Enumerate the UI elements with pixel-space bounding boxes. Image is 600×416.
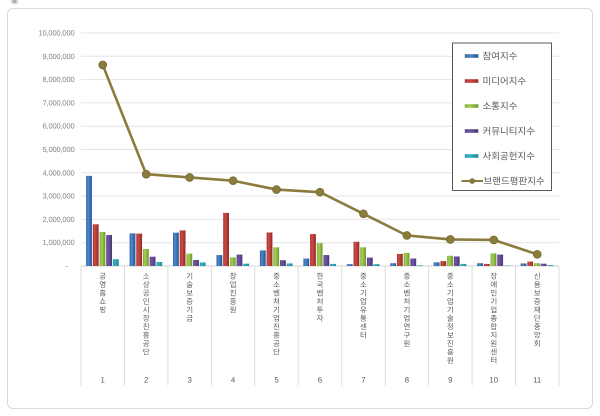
- svg-text:4,000,000: 4,000,000: [42, 168, 74, 177]
- svg-text:1,000,000: 1,000,000: [42, 238, 74, 247]
- svg-text:7,000,000: 7,000,000: [42, 98, 74, 107]
- svg-text:10: 10: [489, 376, 498, 385]
- svg-text:6,000,000: 6,000,000: [42, 122, 74, 131]
- svg-text:-: -: [65, 262, 68, 271]
- svg-text:5,000,000: 5,000,000: [42, 145, 74, 154]
- svg-text:7: 7: [361, 376, 365, 385]
- svg-text:8: 8: [405, 376, 409, 385]
- svg-text:9,000,000: 9,000,000: [42, 52, 74, 61]
- svg-text:2: 2: [144, 376, 148, 385]
- svg-text:6: 6: [318, 376, 322, 385]
- svg-text:11: 11: [533, 376, 541, 385]
- svg-text:2,000,000: 2,000,000: [42, 215, 74, 224]
- svg-text:9: 9: [448, 376, 452, 385]
- svg-text:5: 5: [274, 376, 279, 385]
- svg-text:8,000,000: 8,000,000: [42, 75, 74, 84]
- svg-text:1: 1: [101, 376, 105, 385]
- svg-text:10,000,000: 10,000,000: [38, 29, 74, 38]
- svg-text:3: 3: [187, 376, 191, 385]
- svg-text:4: 4: [231, 376, 236, 385]
- svg-text:3,000,000: 3,000,000: [42, 192, 74, 201]
